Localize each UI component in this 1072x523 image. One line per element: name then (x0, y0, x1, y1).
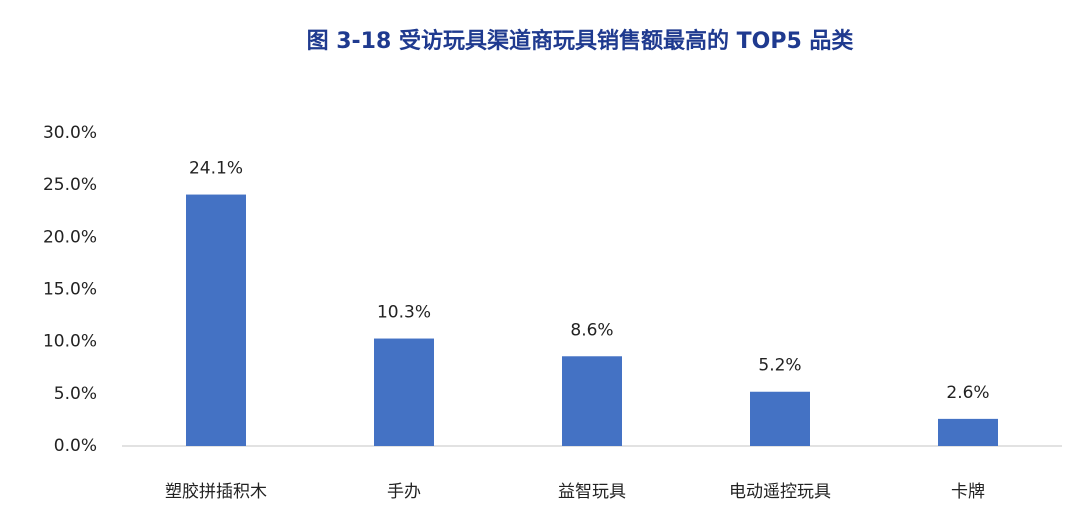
value-label: 10.3% (377, 303, 431, 323)
x-tick-label: 益智玩具 (558, 482, 626, 502)
value-label: 24.1% (189, 159, 243, 179)
value-label: 8.6% (570, 320, 613, 340)
x-tick-label: 卡牌 (951, 482, 985, 502)
bar (562, 356, 622, 446)
y-tick-label: 25.0% (43, 175, 97, 195)
x-tick-label: 塑胶拼插积木 (165, 482, 267, 502)
value-label: 2.6% (946, 383, 989, 403)
bar (374, 338, 434, 446)
x-tick-label: 电动遥控玩具 (729, 482, 831, 502)
y-tick-label: 5.0% (54, 384, 97, 404)
bar (186, 194, 246, 446)
y-tick-label: 30.0% (43, 123, 97, 143)
y-tick-label: 20.0% (43, 227, 97, 247)
y-tick-label: 0.0% (54, 436, 97, 456)
value-label: 5.2% (758, 356, 801, 376)
chart-title: 图 3-18 受访玩具渠道商玩具销售额最高的 TOP5 品类 (307, 28, 855, 54)
y-tick-label: 15.0% (43, 280, 97, 300)
bar (938, 418, 998, 446)
x-tick-label: 手办 (387, 482, 421, 502)
bar (750, 391, 810, 446)
y-tick-label: 10.0% (43, 332, 97, 352)
